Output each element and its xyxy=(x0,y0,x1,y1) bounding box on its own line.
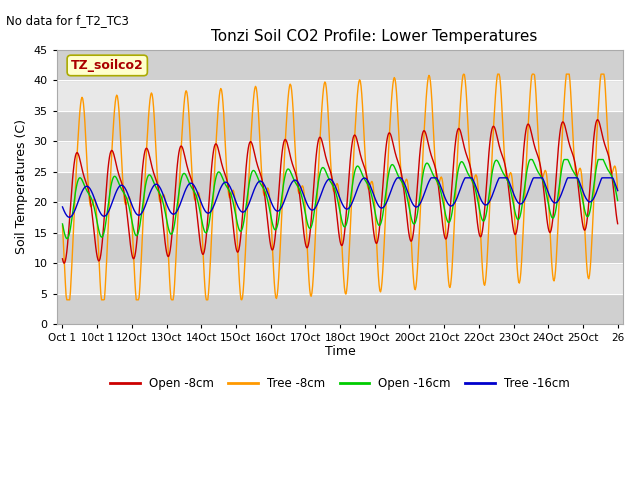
Legend: Open -8cm, Tree -8cm, Open -16cm, Tree -16cm: Open -8cm, Tree -8cm, Open -16cm, Tree -… xyxy=(106,373,575,395)
Bar xyxy=(57,172,623,202)
Bar xyxy=(57,263,623,294)
Bar xyxy=(57,50,623,80)
Bar xyxy=(57,111,623,141)
Bar xyxy=(57,202,623,233)
Text: TZ_soilco2: TZ_soilco2 xyxy=(71,59,143,72)
Y-axis label: Soil Temperatures (C): Soil Temperatures (C) xyxy=(15,120,28,254)
Bar xyxy=(57,80,623,111)
Bar xyxy=(57,141,623,172)
Title: Tonzi Soil CO2 Profile: Lower Temperatures: Tonzi Soil CO2 Profile: Lower Temperatur… xyxy=(211,29,537,44)
Bar xyxy=(57,233,623,263)
Bar xyxy=(57,294,623,324)
X-axis label: Time: Time xyxy=(324,345,355,358)
Text: No data for f_T2_TC3: No data for f_T2_TC3 xyxy=(6,14,129,27)
